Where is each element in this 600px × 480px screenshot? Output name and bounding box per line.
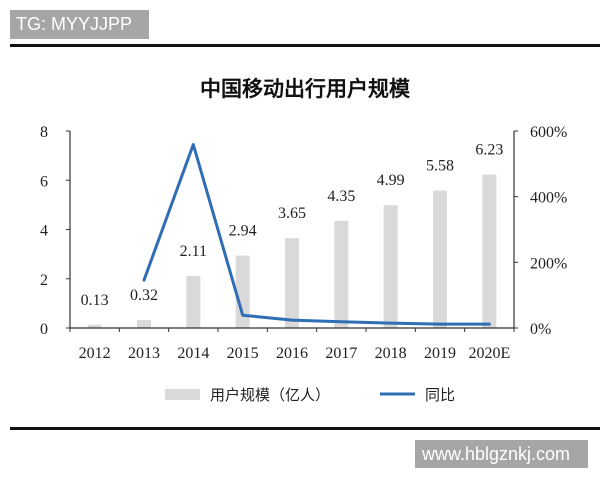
legend-swatch-bar [165,389,200,400]
bar-2019 [433,190,447,328]
data-label-2020E: 6.23 [475,142,503,159]
data-label-2017: 4.35 [327,188,355,205]
chart-title: 中国移动出行用户规模 [200,77,411,101]
y-right-tick-label-400pct: 400% [530,190,567,207]
data-label-2015: 2.94 [229,223,257,240]
x-tick-label-2014: 2014 [177,345,209,362]
bar-2013 [137,320,151,328]
x-tick-label-2012: 2012 [79,345,111,362]
bar-2020E [482,174,497,328]
y-right-tick-label-600pct: 600% [530,124,567,141]
bar-series [87,174,497,328]
x-tick-label-2015: 2015 [227,345,259,362]
y-left-tick-label-6: 6 [40,173,48,190]
legend-label-yoy: 同比 [425,386,455,404]
x-tick-label-2019: 2019 [424,345,456,362]
x-tick-label-2020E: 2020E [468,345,510,362]
x-tick-label-2016: 2016 [276,345,308,362]
y-left-tick-label-8: 8 [40,124,48,141]
y-left-tick-label-0: 0 [40,321,48,338]
data-label-2018: 4.99 [377,172,405,189]
data-label-2019: 5.58 [426,158,454,175]
data-label-2013: 0.32 [130,287,158,304]
y-right-tick-label-200pct: 200% [530,255,567,272]
bottom-divider [10,427,600,430]
axes [66,130,518,332]
bar-2012 [87,324,102,328]
bar-2017 [334,220,349,328]
bar-2018 [383,205,398,328]
x-tick-label-2017: 2017 [325,345,357,362]
series-line-yoy [142,143,491,326]
legend-label-users: 用户规模（亿人） [210,386,330,404]
x-tick-label-2013: 2013 [128,345,160,362]
data-label-2014: 2.11 [180,243,207,260]
legend: 用户规模（亿人） 同比 [165,386,455,404]
data-label-2016: 3.65 [278,205,306,222]
y-right-tick-label-0pct: 0% [530,321,551,338]
chart-labels: 0.13 0.32 2.11 2.94 3.65 4.35 4.99 5.58 6.23 2012… [40,124,567,362]
x-tick-label-2018: 2018 [375,345,407,362]
data-label-2012: 0.13 [81,292,109,309]
y-left-tick-label-4: 4 [40,223,48,240]
bar-2016 [285,238,299,328]
line-series [142,143,491,326]
y-left-tick-label-2: 2 [40,272,48,289]
watermark-top: TG: MYYJJPP [10,10,149,39]
bar-2014 [186,276,201,328]
watermark-bottom: www.hblgznkj.com [415,440,588,468]
top-divider [10,44,600,47]
bar-2015 [235,255,250,328]
